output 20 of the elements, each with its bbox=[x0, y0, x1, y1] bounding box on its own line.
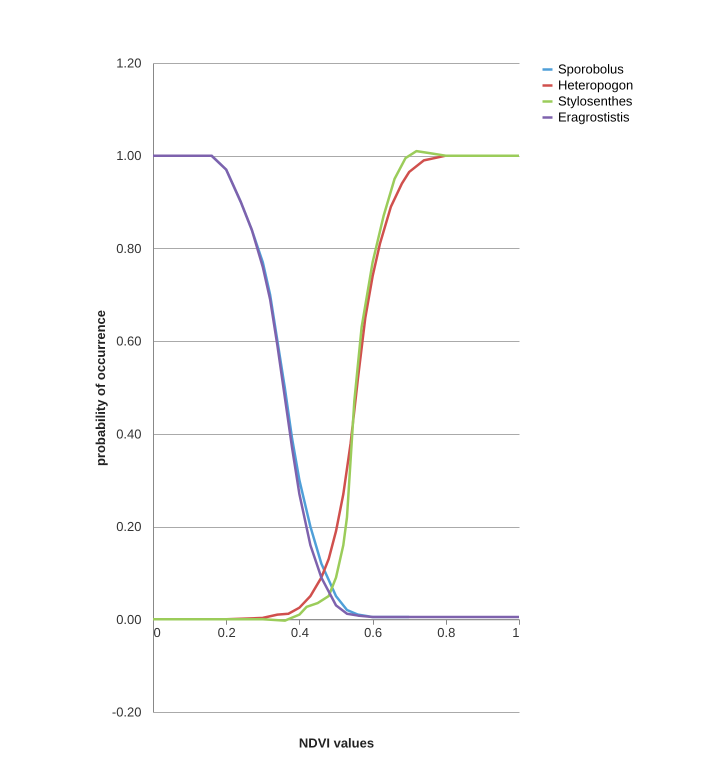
legend-label: Eragrostistis bbox=[558, 110, 630, 124]
y-tick-label: 0.40 bbox=[116, 426, 142, 442]
y-tick-label: 0.60 bbox=[116, 334, 142, 349]
y-tick-label: 0.80 bbox=[116, 240, 142, 256]
x-axis-title: NDVI values bbox=[298, 736, 374, 750]
legend-label: Sporobolus bbox=[558, 62, 624, 76]
x-tick-label: 0.6 bbox=[364, 624, 382, 640]
x-tick-label: 0.2 bbox=[218, 624, 236, 640]
legend-label: Stylosenthes bbox=[558, 94, 633, 108]
y-tick-label: 1.00 bbox=[116, 148, 142, 164]
x-tick-label: 0 bbox=[154, 624, 161, 640]
y-tick-label: 0.00 bbox=[116, 612, 142, 627]
legend-label: Heteropogon bbox=[558, 78, 634, 92]
x-tick-label: 0.8 bbox=[437, 624, 456, 640]
x-tick-label: 0.4 bbox=[290, 624, 309, 640]
x-tick-label: 1 bbox=[512, 624, 520, 640]
y-tick-label: -0.20 bbox=[112, 704, 142, 720]
y-tick-label: 1.20 bbox=[116, 56, 142, 70]
y-axis-title: probability of occurrence bbox=[92, 310, 108, 466]
y-tick-label: 0.20 bbox=[116, 519, 142, 534]
